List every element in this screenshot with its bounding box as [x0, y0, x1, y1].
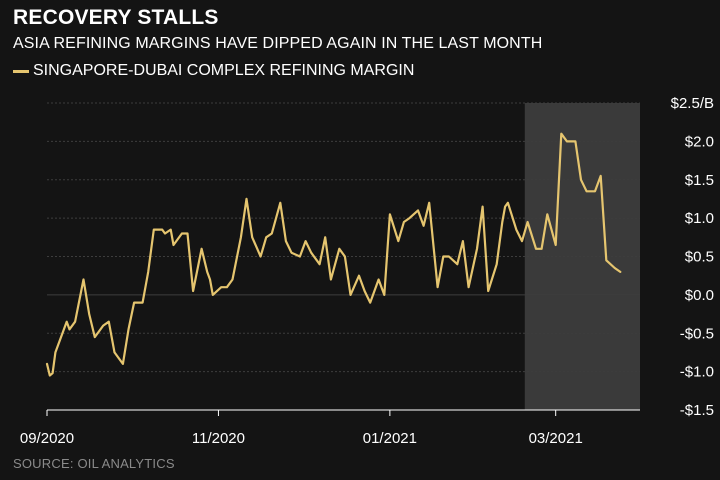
y-tick-label: $1.0 — [685, 210, 714, 227]
chart-subtitle: ASIA REFINING MARGINS HAVE DIPPED AGAIN … — [13, 35, 543, 52]
x-tick-label: 11/2020 — [192, 430, 245, 447]
y-tick-label: $1.5 — [685, 172, 714, 189]
y-tick-label: $0.0 — [685, 287, 714, 304]
highlight-region — [524, 103, 640, 410]
legend-swatch — [13, 69, 29, 73]
x-tick-label: 09/2020 — [20, 430, 74, 447]
y-tick-label: -$1.0 — [680, 364, 714, 381]
x-tick-label: 03/2021 — [529, 430, 583, 447]
x-tick-label: 01/2021 — [363, 430, 417, 447]
y-tick-label: $2.0 — [685, 133, 714, 150]
series-line — [45, 132, 622, 377]
chart-title: RECOVERY STALLS — [13, 6, 219, 29]
y-tick-label: $2.5/B — [671, 95, 714, 112]
legend: SINGAPORE-DUBAI COMPLEX REFINING MARGIN — [13, 62, 414, 80]
legend-label: SINGAPORE-DUBAI COMPLEX REFINING MARGIN — [33, 62, 415, 79]
y-tick-label: -$1.5 — [680, 402, 714, 419]
y-tick-label: $0.5 — [685, 249, 714, 266]
source-note: SOURCE: OIL ANALYTICS — [13, 456, 175, 471]
y-tick-label: -$0.5 — [680, 325, 714, 342]
